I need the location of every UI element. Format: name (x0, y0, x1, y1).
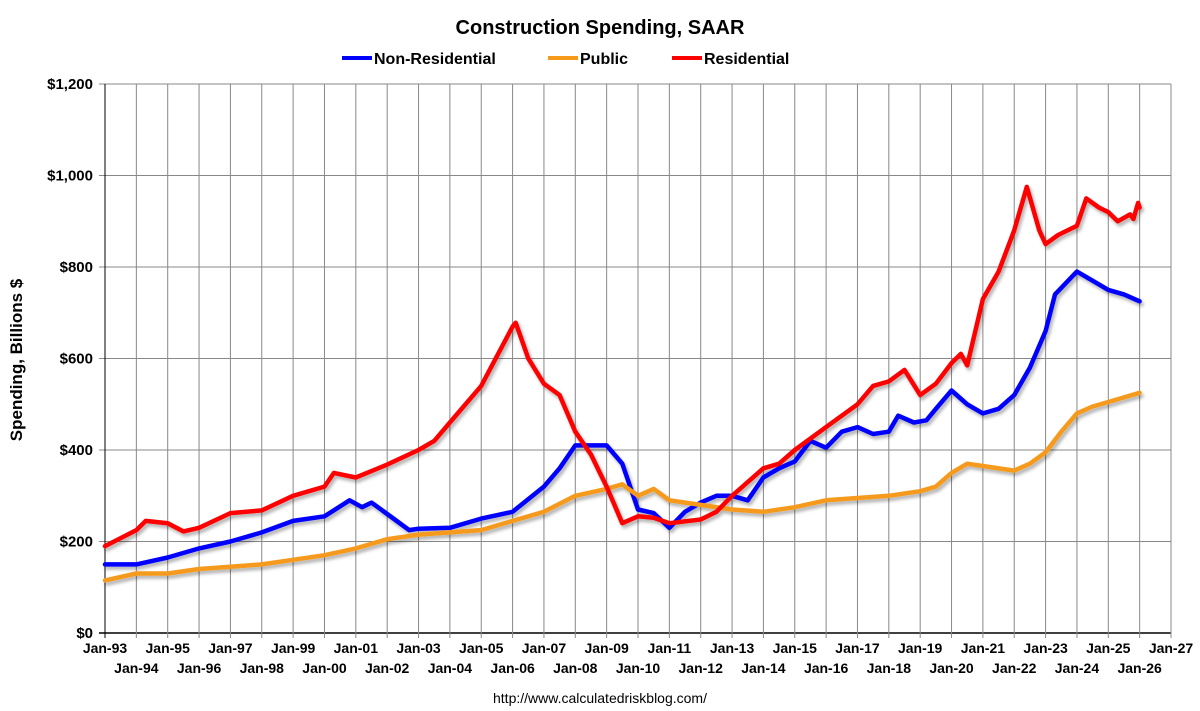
x-tick-label: Jan-21 (961, 640, 1006, 656)
x-tick-label: Jan-27 (1149, 640, 1194, 656)
x-tick-label: Jan-05 (459, 640, 504, 656)
x-tick-label: Jan-11 (648, 640, 692, 656)
y-axis-label: Spending, Billions $ (7, 278, 26, 441)
y-tick-label: $1,200 (47, 76, 93, 93)
x-tick-label: Jan-09 (584, 640, 629, 656)
y-tick-label: $400 (60, 442, 93, 459)
x-tick-label: Jan-98 (240, 660, 285, 676)
y-tick-label: $800 (60, 259, 93, 276)
x-tick-label: Jan-19 (898, 640, 943, 656)
x-tick-label: Jan-02 (365, 660, 410, 676)
x-tick-label: Jan-23 (1023, 640, 1068, 656)
y-tick-label: $0 (76, 625, 93, 642)
x-tick-label: Jan-99 (271, 640, 316, 656)
grid (99, 83, 1172, 638)
x-tick-label: Jan-00 (302, 660, 347, 676)
series-line-non-residential (102, 269, 1142, 567)
x-tick-label: Jan-08 (553, 660, 598, 676)
x-tick-label: Jan-16 (804, 660, 849, 676)
x-tick-label: Jan-18 (867, 660, 912, 676)
legend-label-non-residential: Non-Residential (374, 51, 496, 68)
x-tick-label: Jan-96 (177, 660, 222, 676)
x-tick-label: Jan-25 (1086, 640, 1131, 656)
series-line-residential (102, 184, 1142, 549)
chart-title: Construction Spending, SAAR (456, 17, 745, 39)
series-lines (102, 184, 1142, 583)
x-tick-label: Jan-06 (490, 660, 535, 676)
x-tick-label: Jan-14 (741, 660, 786, 676)
x-tick-label: Jan-03 (396, 640, 441, 656)
source-url: http://www.calculatedriskblog.com/ (493, 690, 707, 706)
x-tick-label: Jan-07 (522, 640, 567, 656)
x-tick-label: Jan-12 (679, 660, 724, 676)
x-tick-label: Jan-22 (992, 660, 1037, 676)
x-tick-label: Jan-93 (83, 640, 128, 656)
legend-label-public: Public (580, 51, 628, 68)
x-tick-label: Jan-17 (835, 640, 880, 656)
x-tick-label: Jan-95 (146, 640, 191, 656)
x-tick-label: Jan-24 (1055, 660, 1100, 676)
y-axis-ticks: $0 $200 $400 $600 $800 $1,000 $1,200 (47, 76, 93, 642)
x-tick-label: Jan-15 (773, 640, 818, 656)
x-tick-label: Jan-26 (1117, 660, 1162, 676)
legend-label-residential: Residential (704, 51, 789, 68)
x-tick-label: Jan-20 (929, 660, 974, 676)
y-tick-label: $600 (60, 351, 93, 368)
x-tick-label: Jan-01 (334, 640, 379, 656)
y-tick-label: $1,000 (47, 168, 93, 185)
series-line-public (102, 390, 1142, 583)
x-tick-label: Jan-94 (114, 660, 159, 676)
y-tick-label: $200 (60, 534, 93, 551)
legend: Non-Residential Public Residential (342, 51, 789, 68)
x-axis-ticks: Jan-93 Jan-94 Jan-95 Jan-96 Jan-97 Jan-98 Jan-… (83, 640, 1194, 676)
x-tick-label: Jan-13 (710, 640, 755, 656)
x-tick-label: Jan-04 (428, 660, 473, 676)
x-tick-label: Jan-10 (616, 660, 661, 676)
x-tick-label: Jan-97 (208, 640, 253, 656)
